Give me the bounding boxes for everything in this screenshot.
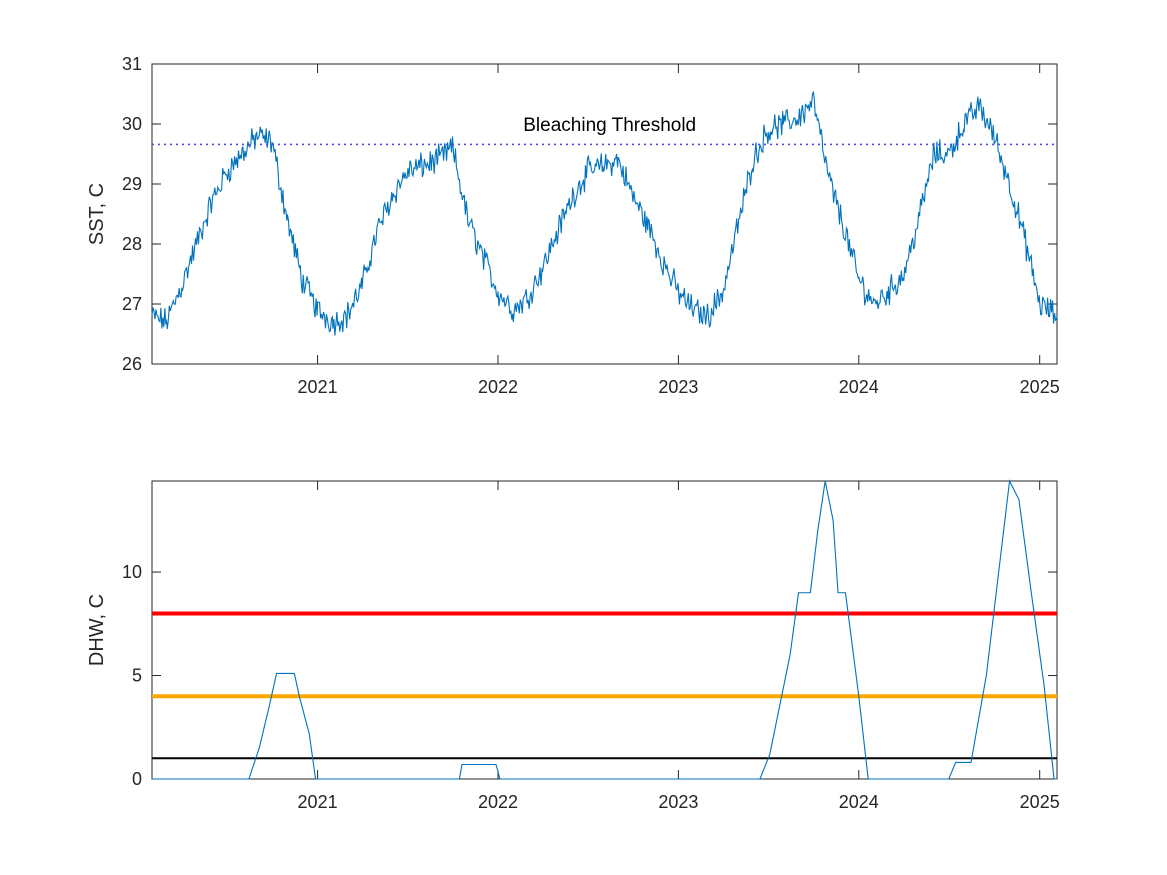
dhw-y-tick-label: 5 — [132, 666, 142, 686]
sst-x-tick-label: 2023 — [658, 377, 698, 397]
sst-y-axis-label: SST, C — [86, 183, 108, 245]
bleaching-threshold-label: Bleaching Threshold — [523, 115, 696, 136]
sst-lines — [151, 91, 1058, 336]
sst-x-tick-label: 2021 — [298, 377, 338, 397]
sst-y-tick-label: 26 — [122, 354, 142, 374]
sst-ticks: 2021 2022 2023 2024 2025 26 27 28 29 30 31 — [122, 54, 1060, 397]
dhw-x-tick-label: 2024 — [839, 792, 879, 812]
sst-x-tick-label: 2025 — [1020, 377, 1060, 397]
sst-x-tick-label: 2024 — [839, 377, 879, 397]
dhw-y-tick-label: 10 — [122, 562, 142, 582]
sst-y-tick-label: 31 — [122, 54, 142, 74]
dhw-axes: 2021 2022 2023 2024 2025 0 5 10 DHW, C — [86, 479, 1060, 812]
dhw-x-tick-label: 2023 — [658, 792, 698, 812]
dhw-x-tick-label: 2022 — [478, 792, 518, 812]
dhw-lines — [152, 479, 1057, 780]
sst-series-line — [151, 91, 1058, 336]
sst-plot-frame — [151, 63, 1058, 365]
dhw-series-line — [152, 479, 1057, 780]
sst-y-tick-label: 28 — [122, 234, 142, 254]
sst-y-tick-label: 30 — [122, 114, 142, 134]
dhw-x-tick-label: 2021 — [298, 792, 338, 812]
dhw-y-tick-label: 0 — [132, 769, 142, 789]
sst-x-tick-label: 2022 — [478, 377, 518, 397]
dhw-x-tick-label: 2025 — [1020, 792, 1060, 812]
dhw-ticks: 2021 2022 2023 2024 2025 0 5 10 — [122, 481, 1060, 812]
sst-y-tick-label: 27 — [122, 294, 142, 314]
sst-y-tick-label: 29 — [122, 174, 142, 194]
dhw-y-axis-label: DHW, C — [86, 594, 108, 666]
